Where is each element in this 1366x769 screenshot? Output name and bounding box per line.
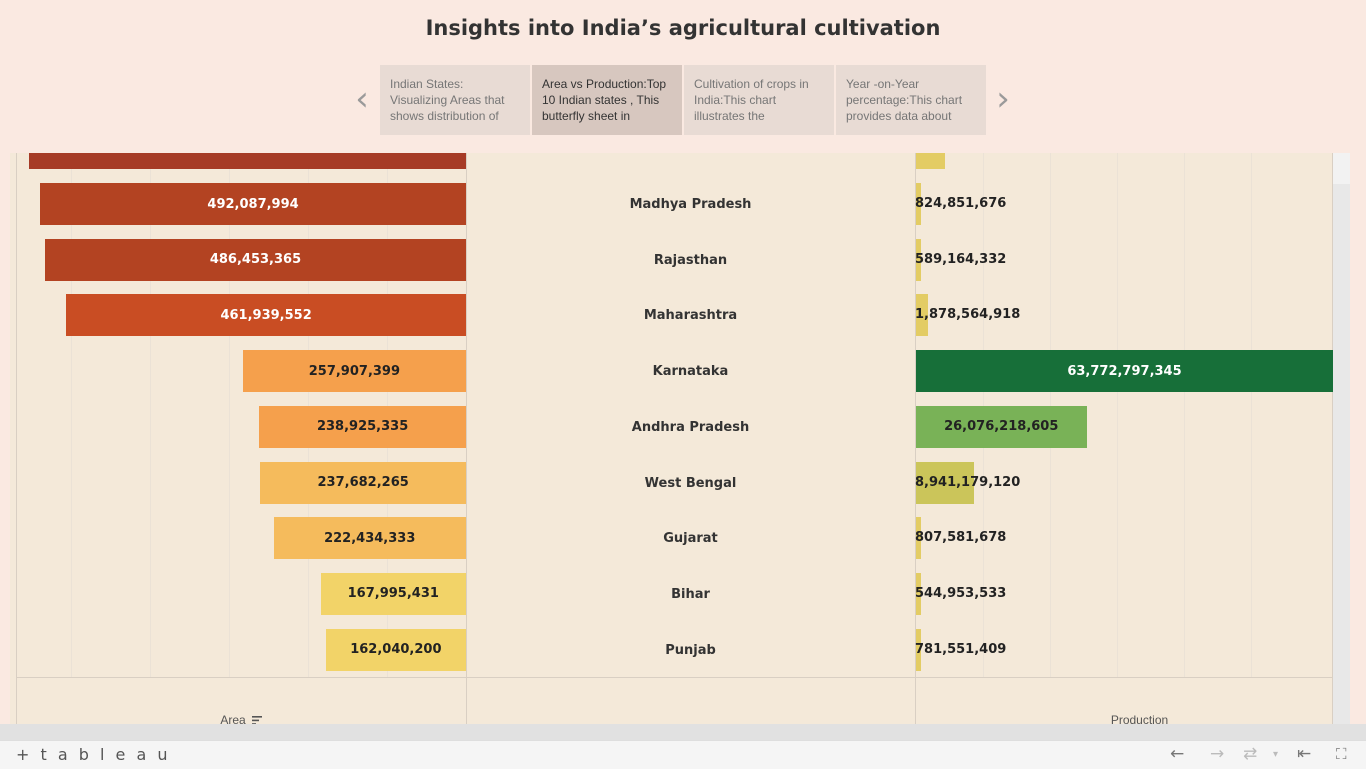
area-bar[interactable]: 237,682,265 — [260, 462, 466, 504]
story-point-4[interactable]: Year -on-Year percentage:This chart prov… — [836, 65, 986, 135]
sort-descending-icon[interactable] — [252, 716, 262, 724]
chevron-right-icon[interactable]: › — [992, 84, 1014, 116]
area-bar[interactable] — [29, 153, 466, 169]
dropdown-icon[interactable]: ▾ — [1273, 749, 1278, 760]
production-bar[interactable] — [916, 153, 945, 169]
undo-icon[interactable]: ← — [1170, 744, 1184, 764]
area-bar[interactable]: 238,925,335 — [259, 406, 466, 448]
production-value-label: 1,878,564,918 — [915, 307, 1020, 322]
area-bar[interactable]: 257,907,399 — [243, 350, 466, 392]
gridline — [1117, 153, 1118, 677]
pane-divider — [16, 153, 17, 724]
chevron-left-icon[interactable]: ‹ — [351, 84, 373, 116]
tableau-logo[interactable]: + t a b l e a u — [16, 745, 170, 764]
gridline — [1251, 153, 1252, 677]
horizontal-scrollbar[interactable] — [0, 724, 1366, 740]
story-point-2[interactable]: Area vs Production:Top 10 Indian states … — [532, 65, 682, 135]
story-point-label: Cultivation of crops in India:This chart… — [694, 77, 809, 123]
pane-divider — [466, 153, 467, 724]
reset-icon[interactable]: ⇤ — [1297, 744, 1311, 764]
production-value-label: 589,164,332 — [915, 252, 1006, 267]
area-bar[interactable]: 162,040,200 — [326, 629, 466, 671]
redo-icon[interactable]: → — [1210, 744, 1224, 764]
state-label[interactable]: Maharashtra — [466, 308, 915, 323]
scrollbar-thumb[interactable] — [1333, 153, 1350, 184]
gridline — [71, 153, 72, 677]
vertical-scrollbar[interactable] — [1333, 153, 1350, 724]
tableau-toolbar: + t a b l e a u ← → ⇄ ▾ ⇤ ⛶ — [0, 740, 1366, 769]
state-label[interactable]: Karnataka — [466, 364, 915, 379]
x-axis-label: Area — [220, 713, 245, 724]
area-bar[interactable]: 492,087,994 — [40, 183, 466, 225]
x-axis-label: Production — [1111, 713, 1168, 724]
x-axis-title-area[interactable]: Area — [16, 713, 466, 724]
production-bar[interactable]: 26,076,218,605 — [916, 406, 1087, 448]
production-value-label: 807,581,678 — [915, 530, 1006, 545]
story-point-label: Indian States: Visualizing Areas that sh… — [390, 77, 505, 123]
gridline — [150, 153, 151, 677]
production-value-label: 8,941,179,120 — [915, 475, 1020, 490]
gridline — [1184, 153, 1185, 677]
area-bar[interactable]: 461,939,552 — [66, 294, 466, 336]
revert-icon[interactable]: ⇄ — [1243, 744, 1257, 764]
state-label[interactable]: West Bengal — [466, 476, 915, 491]
area-bar[interactable]: 167,995,431 — [321, 573, 466, 615]
state-label[interactable]: Andhra Pradesh — [466, 420, 915, 435]
production-value-label: 781,551,409 — [915, 642, 1006, 657]
story-point-label: Area vs Production:Top 10 Indian states … — [542, 77, 666, 123]
x-axis-title-production[interactable]: Production — [915, 713, 1348, 724]
story-title: Insights into India’s agricultural culti… — [0, 16, 1366, 40]
state-label[interactable]: Punjab — [466, 643, 915, 658]
gridline — [229, 153, 230, 677]
production-value-label: 824,851,676 — [915, 196, 1006, 211]
axis-divider — [16, 677, 1333, 678]
state-label[interactable]: Gujarat — [466, 531, 915, 546]
story-point-label: Year -on-Year percentage:This chart prov… — [846, 77, 962, 123]
story-point-3[interactable]: Cultivation of crops in India:This chart… — [684, 65, 834, 135]
area-bar[interactable]: 222,434,333 — [274, 517, 466, 559]
story-point-1[interactable]: Indian States: Visualizing Areas that sh… — [380, 65, 530, 135]
area-bar[interactable]: 486,453,365 — [45, 239, 466, 281]
state-label[interactable]: Madhya Pradesh — [466, 197, 915, 212]
state-label[interactable]: Bihar — [466, 587, 915, 602]
fullscreen-icon[interactable]: ⛶ — [1336, 745, 1347, 763]
production-bar[interactable]: 63,772,797,345 — [916, 350, 1333, 392]
state-label[interactable]: Rajasthan — [466, 253, 915, 268]
production-value-label: 544,953,533 — [915, 586, 1006, 601]
